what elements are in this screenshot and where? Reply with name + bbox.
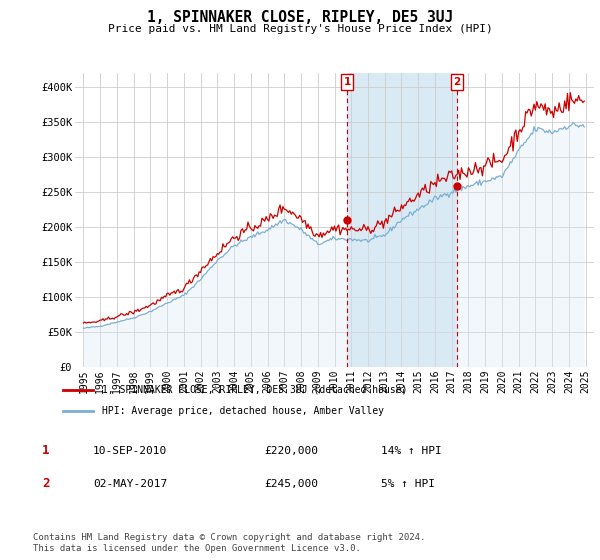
Text: 14% ↑ HPI: 14% ↑ HPI xyxy=(381,446,442,456)
Text: 02-MAY-2017: 02-MAY-2017 xyxy=(93,479,167,489)
Text: Contains HM Land Registry data © Crown copyright and database right 2024.
This d: Contains HM Land Registry data © Crown c… xyxy=(33,533,425,553)
Text: 2: 2 xyxy=(454,77,461,87)
Text: HPI: Average price, detached house, Amber Valley: HPI: Average price, detached house, Ambe… xyxy=(101,406,383,416)
Text: Price paid vs. HM Land Registry's House Price Index (HPI): Price paid vs. HM Land Registry's House … xyxy=(107,24,493,34)
Text: 5% ↑ HPI: 5% ↑ HPI xyxy=(381,479,435,489)
Text: £220,000: £220,000 xyxy=(264,446,318,456)
Text: 1: 1 xyxy=(343,77,350,87)
Text: 1, SPINNAKER CLOSE, RIPLEY, DE5 3UJ (detached house): 1, SPINNAKER CLOSE, RIPLEY, DE5 3UJ (det… xyxy=(101,385,407,395)
Text: 2: 2 xyxy=(42,477,49,491)
Bar xyxy=(347,73,457,367)
Text: 10-SEP-2010: 10-SEP-2010 xyxy=(93,446,167,456)
Text: £245,000: £245,000 xyxy=(264,479,318,489)
Text: 1, SPINNAKER CLOSE, RIPLEY, DE5 3UJ: 1, SPINNAKER CLOSE, RIPLEY, DE5 3UJ xyxy=(147,10,453,25)
Text: 1: 1 xyxy=(42,444,49,457)
